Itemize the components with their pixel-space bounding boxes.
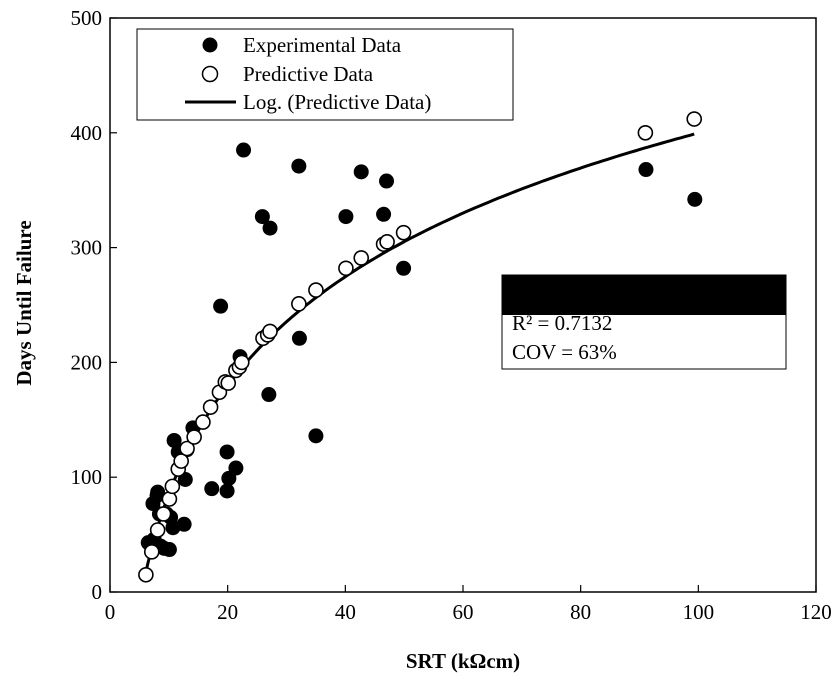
experimental-point — [379, 173, 395, 189]
predictive-point — [686, 111, 703, 127]
y-tick-label: 500 — [71, 6, 103, 30]
experimental-point — [161, 542, 177, 558]
legend-label-experimental: Experimental Data — [243, 33, 402, 57]
experimental-point — [291, 330, 307, 346]
experimental-point — [638, 162, 654, 178]
y-tick-label: 400 — [71, 121, 103, 145]
experimental-point — [150, 484, 166, 500]
experimental-point — [262, 220, 278, 236]
legend-marker-predictive — [201, 65, 219, 83]
predictive-point — [202, 399, 219, 415]
predictive-point — [379, 234, 395, 250]
x-tick-label: 40 — [335, 600, 356, 624]
predictive-point — [179, 440, 195, 457]
x-tick-label: 80 — [570, 600, 591, 624]
predictive-point — [161, 491, 178, 507]
y-axis: 0 100 200 300 400 500 — [71, 6, 117, 604]
predictive-point — [262, 323, 278, 340]
predictive-point — [291, 296, 307, 312]
y-axis-title: Days Until Failure — [12, 220, 36, 385]
predictive-series — [138, 111, 703, 583]
cov-label: COV = 63% — [512, 340, 617, 364]
experimental-point — [687, 191, 703, 207]
experimental-point — [291, 158, 307, 174]
experimental-point — [261, 387, 277, 403]
y-tick-label: 0 — [92, 580, 103, 604]
x-axis: 0 20 40 60 80 100 120 — [105, 585, 832, 624]
experimental-point — [396, 260, 412, 276]
x-tick-label: 60 — [453, 600, 474, 624]
y-tick-label: 100 — [71, 465, 103, 489]
stats-box: R² = 0.7132 COV = 63% — [501, 274, 787, 370]
experimental-point — [228, 460, 244, 476]
redaction-bar — [502, 275, 786, 315]
x-tick-label: 20 — [217, 600, 238, 624]
predictive-point — [220, 375, 237, 391]
experimental-point — [338, 209, 354, 225]
x-tick-label: 120 — [800, 600, 832, 624]
predictive-point — [395, 224, 412, 241]
y-tick-label: 200 — [71, 350, 103, 374]
experimental-point — [236, 142, 252, 158]
legend-label-trendline: Log. (Predictive Data) — [243, 90, 431, 114]
x-axis-title: SRT (kΩcm) — [406, 649, 520, 673]
experimental-point — [204, 481, 220, 497]
predictive-point — [308, 282, 324, 298]
predictive-point — [186, 429, 202, 445]
predictive-point — [138, 566, 154, 583]
predictive-point — [173, 453, 189, 469]
predictive-point — [195, 414, 211, 430]
x-tick-label: 0 — [105, 600, 116, 624]
predictive-point — [164, 478, 181, 495]
experimental-point — [213, 298, 229, 314]
predictive-point — [637, 125, 654, 141]
predictive-point — [155, 506, 172, 522]
y-tick-label: 300 — [71, 236, 103, 260]
legend-label-predictive: Predictive Data — [243, 62, 374, 86]
experimental-point — [219, 483, 235, 499]
experimental-point — [166, 432, 182, 448]
predictive-point — [149, 522, 166, 538]
predictive-point — [353, 250, 370, 266]
experimental-point — [376, 206, 392, 222]
experimental-point — [254, 209, 270, 225]
experimental-point — [353, 164, 369, 180]
experimental-point — [308, 428, 324, 444]
experimental-point — [219, 444, 235, 460]
x-tick-label: 100 — [683, 600, 715, 624]
predictive-point — [143, 544, 160, 560]
experimental-point — [176, 516, 192, 532]
predictive-point — [233, 354, 250, 371]
legend-box — [136, 28, 514, 121]
predictive-point — [338, 260, 354, 277]
legend: Experimental Data Predictive Data Log. (… — [136, 28, 514, 121]
legend-marker-experimental — [202, 37, 218, 53]
